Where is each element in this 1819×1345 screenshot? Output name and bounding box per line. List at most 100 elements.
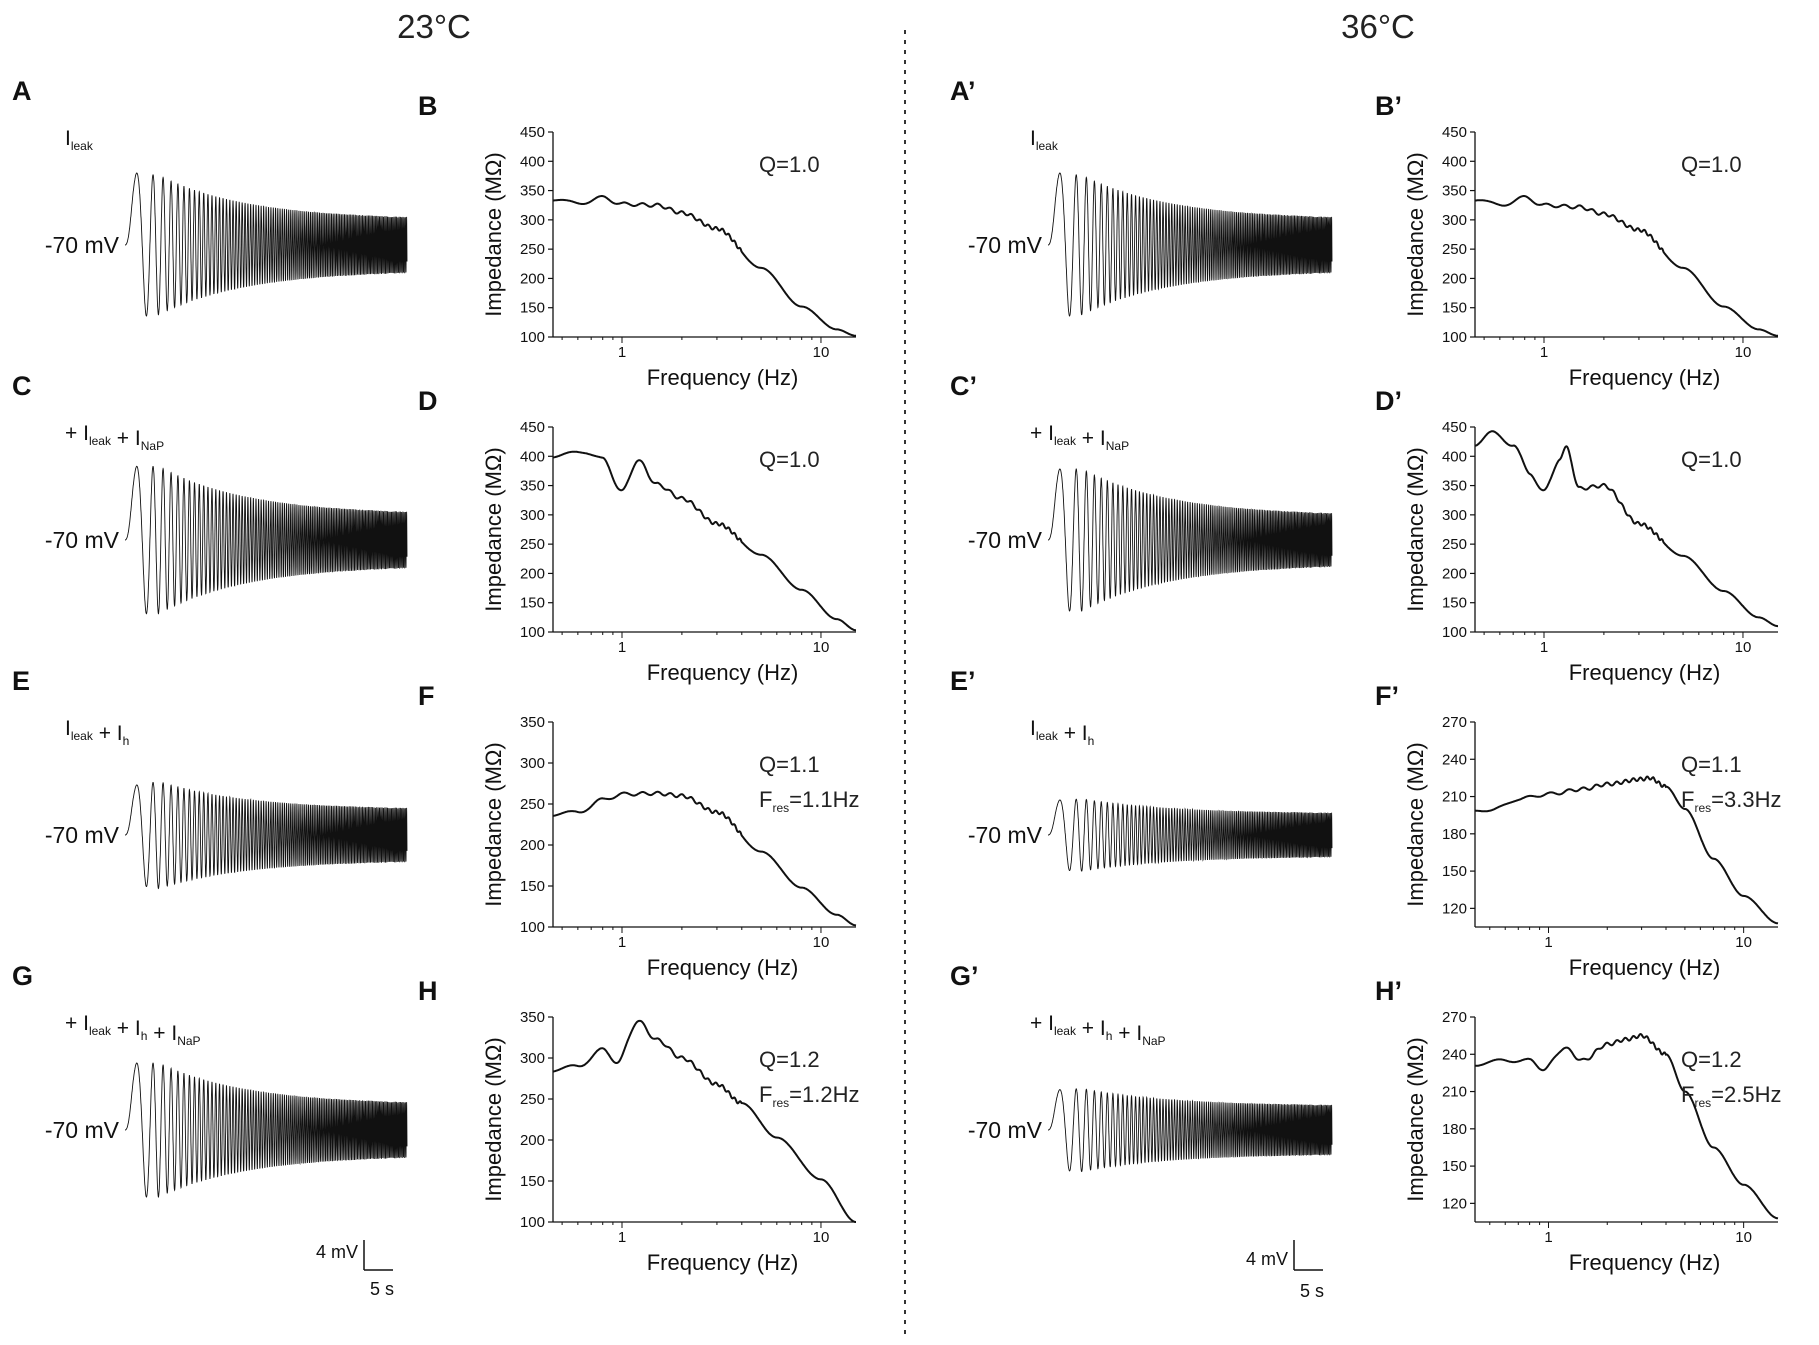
x-tick-label: 10 [1735, 639, 1752, 656]
condition-label: Ileak + Ih [1030, 717, 1094, 748]
x-tick-label: 10 [813, 934, 830, 951]
y-tick-label: 200 [520, 270, 545, 287]
panel-label-a-prime: A’ [950, 76, 976, 106]
y-axis-label: Impedance (MΩ) [1403, 742, 1428, 906]
condition-label: Ileak + Ih [65, 717, 129, 748]
condition-subscript: NaP [177, 1034, 200, 1048]
panel-label-e-prime: E’ [950, 666, 976, 696]
y-tick-label: 100 [520, 1214, 545, 1231]
q-factor-label: Q=1.0 [759, 152, 820, 177]
condition-current: + I [1076, 427, 1106, 450]
panel-label-f: F [418, 681, 435, 711]
y-tick-label: 300 [520, 212, 545, 229]
trace-panel-g-prime: G’+ Ileak + Ih + INaP-70 mV [950, 961, 1333, 1173]
condition-subscript: h [1088, 734, 1095, 748]
condition-label: + Ileak + INaP [1030, 422, 1129, 453]
y-tick-label: 450 [1442, 124, 1467, 141]
y-tick-label: 180 [1442, 826, 1467, 843]
impedance-line [1474, 430, 1778, 628]
y-tick-label: 100 [520, 624, 545, 641]
y-tick-label: 150 [520, 1173, 545, 1190]
y-tick-label: 400 [520, 153, 545, 170]
impedance-panel-d-prime: D’ 100 150 200 250 300 350 400 450 1 10 Frequency (… [1375, 386, 1778, 685]
panel-label-b-prime: B’ [1375, 91, 1402, 121]
voltage-trace [1047, 468, 1333, 612]
x-tick-label: 1 [618, 1229, 626, 1246]
panel-label-d: D [418, 386, 438, 416]
resonance-subscript: res [772, 1096, 789, 1110]
panels: A Ileak -70 mV B 100 150 200 250 300 350 400 450 1 10… [12, 76, 1781, 1275]
x-axis-label: Frequency (Hz) [647, 955, 799, 980]
y-tick-label: 100 [1442, 329, 1467, 346]
voltage-trace [1047, 172, 1333, 317]
condition-subscript: leak [1054, 434, 1077, 448]
resonance-f: F [759, 1082, 772, 1107]
x-axis-label: Frequency (Hz) [1569, 955, 1721, 980]
resonance-value: =1.2Hz [789, 1082, 859, 1107]
y-tick-label: 180 [1442, 1121, 1467, 1138]
trace-panel-g: G+ Ileak + Ih + INaP-70 mV [12, 961, 408, 1198]
q-factor-label: Q=1.0 [1681, 447, 1742, 472]
voltage-trace [124, 781, 408, 890]
q-factor-label: Q=1.1 [1681, 752, 1742, 777]
x-tick-label: 1 [1544, 934, 1552, 951]
y-axis-label: Impedance (MΩ) [1403, 447, 1428, 611]
impedance-panel-d: D 100 150 200 250 300 350 400 450 1 10 Frequency (H… [418, 386, 856, 685]
impedance-line [552, 450, 856, 632]
condition-subscript: h [123, 734, 130, 748]
impedance-panel-h-prime: H’ 120 150 180 210 240 270 1 10 Frequency (Hz) Imp… [1375, 976, 1781, 1275]
resonance-label: Fres=3.3Hz [1681, 787, 1781, 815]
condition-current: I [65, 127, 71, 150]
resonance-f: F [1681, 787, 1694, 812]
y-tick-label: 300 [520, 507, 545, 524]
voltage-trace [124, 465, 408, 615]
y-tick-label: 250 [1442, 536, 1467, 553]
resonance-subscript: res [772, 801, 789, 815]
panel-label-d-prime: D’ [1375, 386, 1402, 416]
voltage-label: -70 mV [968, 1117, 1043, 1143]
panel-label-h: H [418, 976, 438, 1006]
trace-panel-c-prime: C’+ Ileak + INaP-70 mV [950, 371, 1333, 612]
condition-current: + I [1112, 1022, 1142, 1045]
y-tick-label: 450 [520, 419, 545, 436]
impedance-panel-f-prime: F’ 120 150 180 210 240 270 1 10 Frequency (Hz) Imp… [1375, 681, 1781, 980]
trace-panel-c: C+ Ileak + INaP-70 mV [12, 371, 408, 615]
condition-subscript: leak [1054, 1024, 1077, 1038]
temp-label-36: 36°C [1341, 8, 1415, 45]
panel-label-g-prime: G’ [950, 961, 979, 991]
condition-subscript: leak [89, 1024, 112, 1038]
panel-label-h-prime: H’ [1375, 976, 1402, 1006]
x-axis-label: Frequency (Hz) [1569, 1250, 1721, 1275]
q-factor-label: Q=1.1 [759, 752, 820, 777]
condition-current: I [1048, 1012, 1054, 1035]
voltage-label: -70 mV [45, 232, 120, 258]
y-tick-label: 300 [1442, 507, 1467, 524]
y-tick-label: 250 [520, 796, 545, 813]
x-axis-label: Frequency (Hz) [647, 660, 799, 685]
resonance-value: =2.5Hz [1711, 1082, 1781, 1107]
y-tick-label: 350 [520, 1009, 545, 1026]
voltage-label: -70 mV [968, 822, 1043, 848]
y-tick-label: 200 [520, 565, 545, 582]
y-tick-label: 210 [1442, 789, 1467, 806]
y-axis-label: Impedance (MΩ) [481, 152, 506, 316]
y-tick-label: 100 [520, 919, 545, 936]
condition-prefix: + [65, 1012, 83, 1035]
impedance-line [553, 1019, 856, 1223]
y-tick-label: 450 [1442, 419, 1467, 436]
resonance-subscript: res [1694, 801, 1711, 815]
y-tick-label: 350 [1442, 183, 1467, 200]
condition-current: + I [1076, 1017, 1106, 1040]
condition-current: I [65, 717, 71, 740]
y-tick-label: 400 [1442, 153, 1467, 170]
condition-subscript: NaP [141, 439, 164, 453]
x-tick-label: 1 [618, 639, 626, 656]
y-tick-label: 350 [520, 478, 545, 495]
y-tick-label: 150 [1442, 1158, 1467, 1175]
resonance-label: Fres=1.1Hz [759, 787, 859, 815]
trace-panel-e: E Ileak + Ih -70 mV [12, 666, 408, 890]
trace-panel-a-prime: A’ Ileak -70 mV [950, 76, 1333, 317]
y-tick-label: 270 [1442, 714, 1467, 731]
y-tick-label: 150 [1442, 863, 1467, 880]
x-tick-label: 1 [618, 934, 626, 951]
